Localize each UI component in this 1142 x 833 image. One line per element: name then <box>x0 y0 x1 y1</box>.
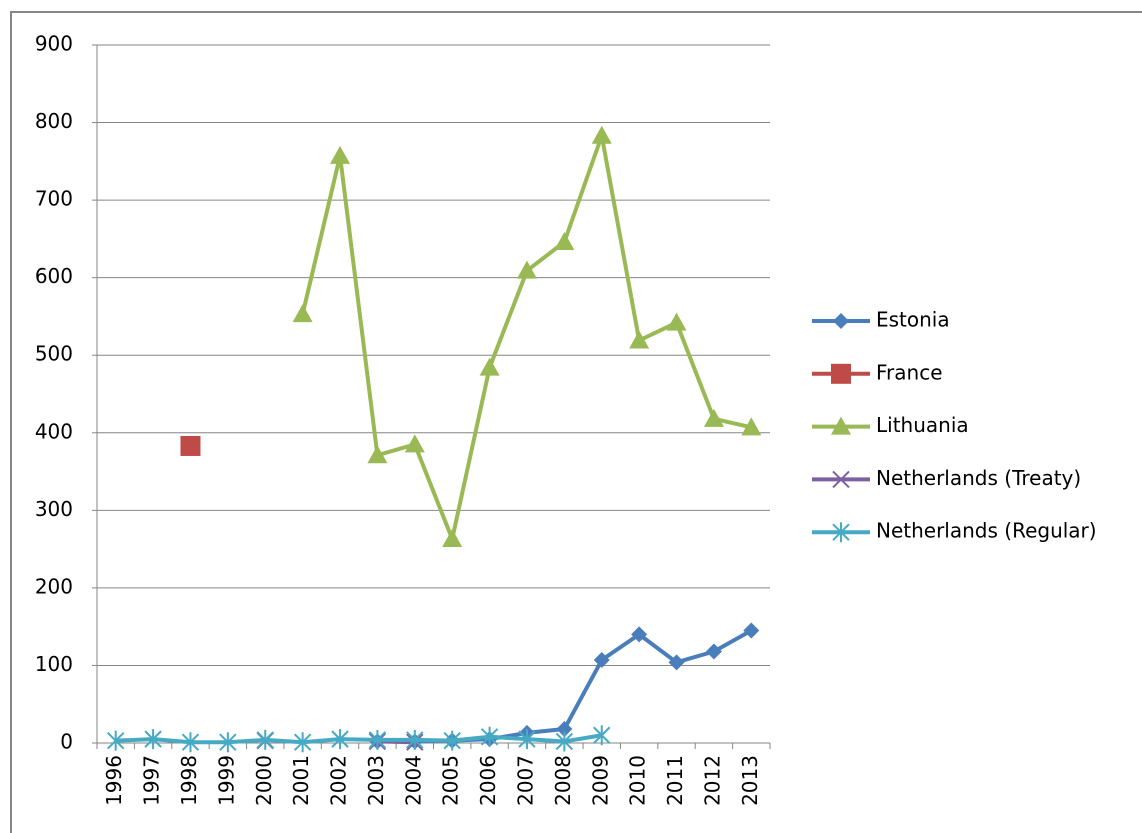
data-point <box>741 417 762 436</box>
data-point <box>629 330 650 349</box>
legend-marker <box>833 313 849 329</box>
y-tick-label: 900 <box>35 32 73 56</box>
data-point <box>404 434 425 453</box>
x-tick-label: 2005 <box>439 755 463 806</box>
data-point <box>703 408 724 427</box>
legend-label: Netherlands (Treaty) <box>876 466 1081 490</box>
x-tick-label: 2000 <box>252 755 276 806</box>
chart-border <box>10 11 1142 833</box>
x-tick-label: 2010 <box>626 755 650 806</box>
data-point <box>180 435 201 456</box>
data-point <box>367 445 388 464</box>
data-point <box>144 729 162 750</box>
x-tick-label: 2003 <box>364 755 388 806</box>
data-point <box>293 732 312 753</box>
data-point <box>516 260 537 279</box>
x-tick-label: 2007 <box>513 755 537 806</box>
legend-label: Estonia <box>876 308 950 332</box>
data-point <box>443 730 461 751</box>
data-point <box>666 312 687 331</box>
series-line <box>115 733 603 745</box>
x-tick-label: 2004 <box>401 755 425 806</box>
y-tick-label: 300 <box>35 497 73 521</box>
data-point <box>331 729 349 750</box>
legend-label: Lithuania <box>876 413 969 437</box>
x-tick-label: 2001 <box>289 755 313 806</box>
data-point <box>292 304 313 323</box>
x-tick-label: 2011 <box>663 755 687 806</box>
legend-marker <box>832 470 850 489</box>
x-tick-label: 2008 <box>551 755 575 806</box>
y-tick-label: 400 <box>35 419 73 443</box>
x-tick-label: 2002 <box>327 755 351 806</box>
data-point <box>591 125 612 144</box>
data-point <box>668 654 685 671</box>
y-tick-label: 600 <box>35 264 73 288</box>
x-tick-label: 2009 <box>588 755 612 806</box>
data-point <box>442 529 463 548</box>
data-point <box>593 725 611 746</box>
legend-marker <box>832 522 850 543</box>
y-tick-label: 800 <box>35 109 73 133</box>
data-point <box>368 729 387 750</box>
data-point <box>743 622 760 639</box>
data-point <box>631 626 648 643</box>
data-point <box>480 726 499 747</box>
y-tick-label: 700 <box>35 187 73 211</box>
data-point <box>219 732 237 753</box>
y-tick-label: 500 <box>35 342 73 366</box>
data-point <box>555 731 574 752</box>
y-tick-label: 0 <box>60 730 73 754</box>
x-tick-label: 2012 <box>700 755 724 806</box>
x-tick-label: 2006 <box>476 755 500 806</box>
legend-label: Netherlands (Regular) <box>876 519 1097 543</box>
legend-label: France <box>876 360 943 384</box>
x-tick-label: 1996 <box>102 755 126 806</box>
data-point <box>554 231 575 250</box>
data-point <box>593 652 610 669</box>
data-point <box>330 145 351 164</box>
y-tick-label: 200 <box>35 574 73 598</box>
legend-marker <box>831 363 851 384</box>
data-point <box>518 729 536 750</box>
x-tick-label: 1997 <box>140 755 164 806</box>
x-tick-label: 1999 <box>214 755 238 806</box>
data-point <box>479 357 500 376</box>
x-tick-label: 1998 <box>177 755 201 806</box>
y-tick-label: 100 <box>35 652 73 676</box>
data-point <box>556 721 573 738</box>
data-point <box>106 730 125 751</box>
legend-marker <box>831 416 851 435</box>
data-point <box>406 729 424 750</box>
data-point <box>181 732 200 753</box>
data-point <box>256 729 274 750</box>
data-point <box>705 643 722 660</box>
x-tick-label: 2013 <box>738 755 762 806</box>
